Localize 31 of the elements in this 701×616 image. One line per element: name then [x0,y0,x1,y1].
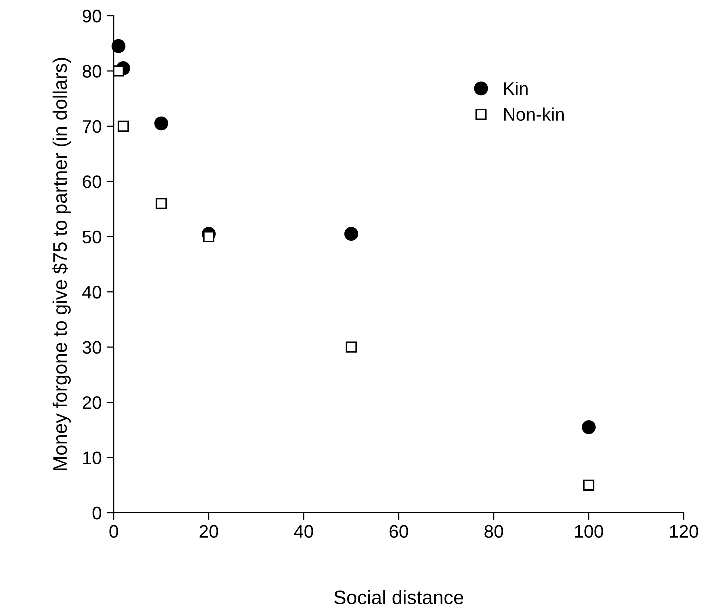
point [156,198,168,210]
legend-label: Non-kin [504,108,564,122]
y-tick-label: 30 [82,341,102,354]
y-axis-title: Money forgone to give $75 to partner (in dollars) [52,58,71,470]
x-tick-label: 80 [484,525,504,538]
point [203,231,215,242]
y-tick-label: 60 [83,176,102,188]
point [118,120,130,132]
point [346,342,358,353]
y-tick-label: 50 [82,230,102,244]
y-tick-label: 20 [83,396,102,410]
x-tick-label: 40 [294,525,314,538]
y-tick-label: 80 [82,65,102,78]
legend-label: Kin [504,82,528,96]
x-tick-label: 0 [110,525,118,538]
y-tick-label: 70 [83,120,102,134]
point [113,66,124,77]
y-tick-label: 40 [82,286,102,299]
x-tick-label: 20 [200,525,218,538]
y-tick-label: 0 [92,506,102,520]
point [112,39,126,54]
point [154,116,168,131]
point [583,480,595,491]
y-tick-label: 90 [82,10,102,23]
point [344,227,358,242]
y-tick-label: 10 [83,452,102,464]
x-tick-label: 100 [575,525,604,538]
point [582,420,596,434]
x-tick-label: 60 [390,525,408,538]
x-tick-label: 120 [670,525,698,538]
x-axis-title: Social distance [334,590,464,605]
